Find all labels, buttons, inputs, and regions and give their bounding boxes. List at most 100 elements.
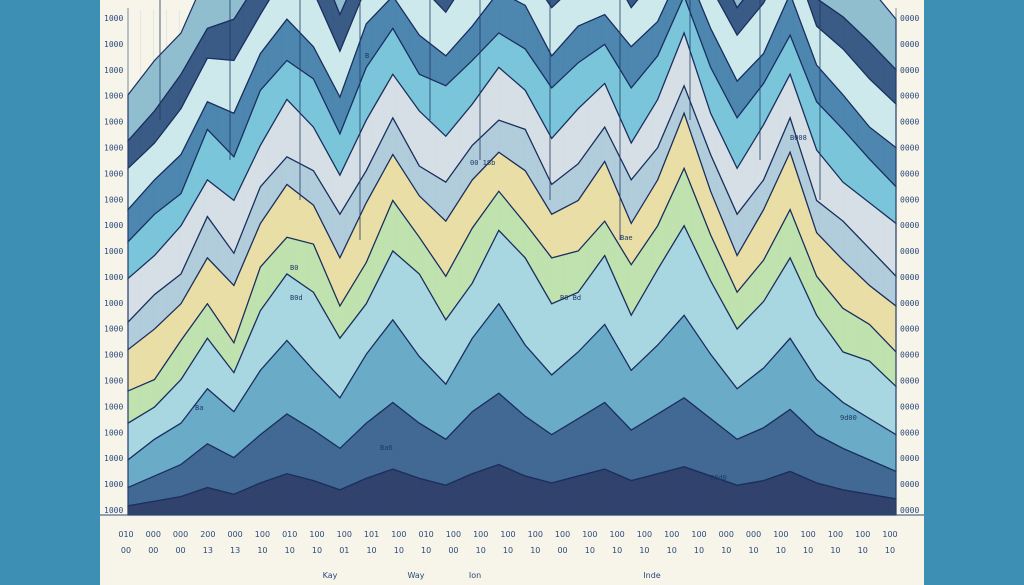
x-tick-label: 100	[582, 530, 597, 539]
x-tick-label: 000	[719, 530, 734, 539]
annotation-label: 9d00	[840, 414, 857, 422]
x-tick-label: 100	[528, 530, 543, 539]
y-tick-label-right: 0000	[900, 40, 919, 49]
annotation-label: B8d0	[710, 474, 727, 482]
x-tick-label: 00	[557, 546, 567, 555]
y-tick-label-left: 1000	[104, 221, 123, 230]
chart-canvas: Ba B0d Ba6 00 18b B0 Bd Bae B8d0 B008 9d00 B0 B 10…	[100, 0, 924, 585]
y-tick-label-left: 1000	[104, 40, 123, 49]
x-tick-label: 10	[257, 546, 267, 555]
x-tick-label: 100	[555, 530, 570, 539]
y-tick-label-right: 0000	[900, 247, 919, 256]
x-tick-label: 01	[339, 546, 349, 555]
y-tick-label-left: 1000	[104, 402, 123, 411]
axes	[100, 8, 924, 516]
x-tick-label: 100	[446, 530, 461, 539]
x-tick-label: 10	[394, 546, 404, 555]
x-ticks: 010 000 000 200 000 100 010 100 100 101 100 010 100 1…	[118, 530, 897, 555]
y-tick-label-right: 0000	[900, 480, 919, 489]
x-tick-label: 100	[637, 530, 652, 539]
x-tick-label: 10	[858, 546, 868, 555]
x-tick-label: 10	[721, 546, 731, 555]
y-ticks-right: 0000 0000 0000 0000 0000 0000 0000 0000 0000 0000…	[900, 14, 919, 515]
x-tick-label: 010	[118, 530, 133, 539]
x-tick-label: 101	[364, 530, 379, 539]
y-tick-label-left: 1000	[104, 143, 123, 152]
y-tick-label-left: 1000	[104, 14, 123, 23]
x-tick-label: 100	[500, 530, 515, 539]
y-tick-label-right: 0000	[900, 169, 919, 178]
y-tick-label-right: 0000	[900, 377, 919, 386]
month-label: Inde	[643, 571, 661, 580]
y-tick-label-right: 0000	[900, 92, 919, 101]
month-label: Ion	[469, 571, 481, 580]
annotation-label: B0 Bd	[560, 294, 581, 302]
x-tick-label: 10	[366, 546, 376, 555]
annotation-label: Ba6	[380, 444, 393, 452]
x-tick-label: 10	[476, 546, 486, 555]
x-tick-label: 000	[746, 530, 761, 539]
x-tick-label: 100	[337, 530, 352, 539]
y-tick-label-left: 1000	[104, 118, 123, 127]
x-tick-label: 100	[801, 530, 816, 539]
y-tick-label-right: 0000	[900, 221, 919, 230]
y-tick-label-left: 1000	[104, 273, 123, 282]
y-tick-label-left: 1000	[104, 92, 123, 101]
x-tick-label: 200	[200, 530, 215, 539]
x-tick-label: 10	[421, 546, 431, 555]
y-tick-label-right: 0000	[900, 14, 919, 23]
x-tick-label: 13	[203, 546, 213, 555]
y-tick-label-right: 0000	[900, 428, 919, 437]
x-tick-label: 010	[282, 530, 297, 539]
y-tick-label-right: 0000	[900, 454, 919, 463]
annotation-label: B008	[790, 134, 807, 142]
x-tick-label: 00	[121, 546, 131, 555]
x-tick-label: 100	[255, 530, 270, 539]
y-tick-label-right: 0000	[900, 143, 919, 152]
y-tick-label-left: 1000	[104, 247, 123, 256]
y-tick-label-right: 0000	[900, 195, 919, 204]
x-tick-label: 100	[828, 530, 843, 539]
annotation-label: B	[365, 52, 369, 60]
streamgraph-chart: Ba B0d Ba6 00 18b B0 Bd Bae B8d0 B008 9d00 B0 B 10…	[100, 0, 924, 580]
annotation-label: Bae	[620, 234, 633, 242]
y-tick-label-left: 1000	[104, 506, 123, 515]
y-tick-label-left: 1000	[104, 195, 123, 204]
y-tick-label-right: 0000	[900, 325, 919, 334]
y-tick-label-left: 1000	[104, 66, 123, 75]
x-tick-label: 10	[667, 546, 677, 555]
y-tick-label-right: 0000	[900, 118, 919, 127]
x-tick-label: 10	[585, 546, 595, 555]
y-tick-label-left: 1000	[104, 299, 123, 308]
x-tick-label: 10	[530, 546, 540, 555]
y-tick-label-left: 1000	[104, 480, 123, 489]
reference-lines	[159, 0, 821, 240]
x-tick-label: 100	[882, 530, 897, 539]
x-tick-label: 100	[309, 530, 324, 539]
x-tick-label: 10	[776, 546, 786, 555]
x-tick-label: 00	[175, 546, 185, 555]
annotation-label: 00 18b	[470, 159, 495, 167]
y-tick-label-left: 1000	[104, 454, 123, 463]
x-tick-label: 10	[612, 546, 622, 555]
y-tick-label-left: 1000	[104, 428, 123, 437]
y-ticks-left: 1000 1000 1000 1000 1000 1000 1000 1000 1000 1000…	[104, 14, 123, 515]
y-tick-label-left: 1000	[104, 325, 123, 334]
y-tick-label-left: 1000	[104, 377, 123, 386]
x-tick-label: 00	[448, 546, 458, 555]
x-tick-label: 100	[473, 530, 488, 539]
x-tick-label: 10	[285, 546, 295, 555]
x-tick-label: 10	[830, 546, 840, 555]
y-tick-label-right: 0000	[900, 402, 919, 411]
y-tick-label-right: 0000	[900, 351, 919, 360]
y-tick-label-right: 0000	[900, 299, 919, 308]
x-tick-label: 100	[691, 530, 706, 539]
x-tick-label: 00	[148, 546, 158, 555]
x-tick-label: 10	[639, 546, 649, 555]
annotation-label: B0	[290, 264, 298, 272]
x-tick-label: 10	[748, 546, 758, 555]
annotation-label: B0d	[290, 294, 303, 302]
x-tick-label: 10	[885, 546, 895, 555]
annotation-label: Ba	[195, 404, 203, 412]
month-labels: Kay Way Ion Inde	[323, 571, 661, 580]
